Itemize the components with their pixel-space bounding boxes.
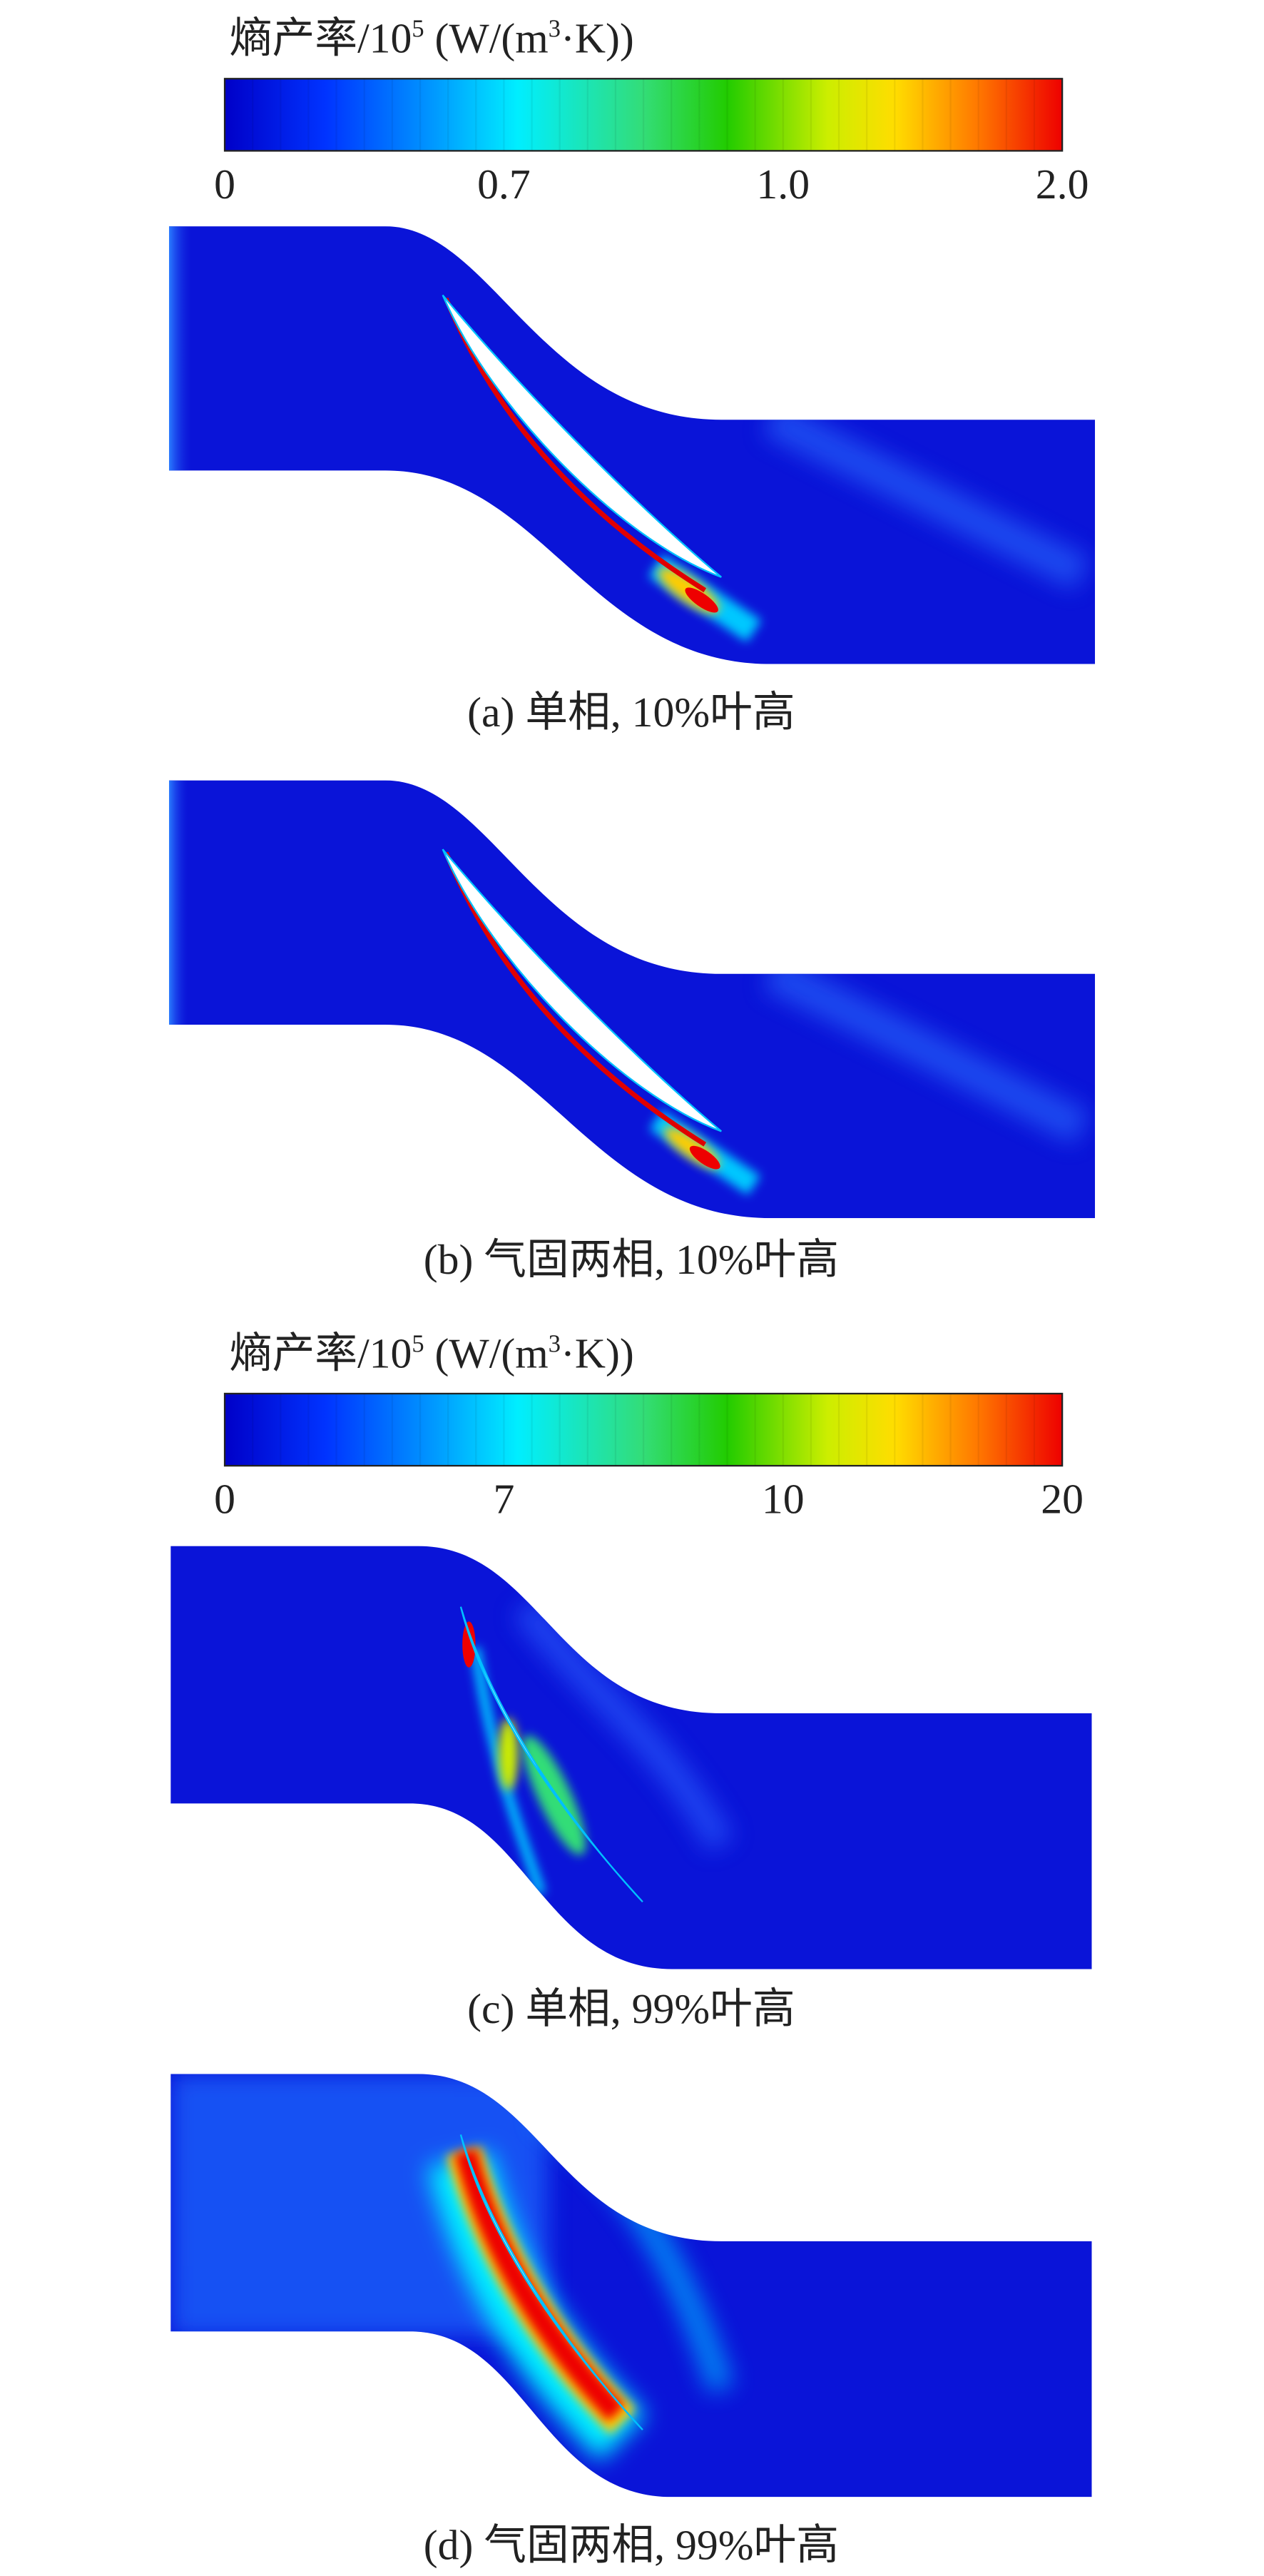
caption: (a) 单相, 10%叶高 [467, 689, 795, 736]
title-part: 5 [412, 1330, 424, 1357]
panel-b [168, 780, 1096, 1219]
title-part: 5 [412, 16, 424, 43]
title-part: (W/(m [424, 14, 549, 61]
caption: (c) 单相, 99%叶高 [467, 1985, 795, 2032]
colorbar-title: 熵产率/105 (W/(m3·K)) [230, 14, 634, 61]
title-part: (W/(m [424, 1329, 549, 1376]
colorbar: 熵产率/105 (W/(m3·K)) 0 7 10 20 [214, 1329, 1084, 1522]
title-part: 3 [549, 1330, 561, 1357]
colorbar-scale [223, 78, 1064, 152]
title-part: 熵产率/10 [230, 14, 412, 61]
colorbar-tick-label: 1.0 [756, 161, 810, 208]
colorbar-tick-label: 10 [762, 1476, 805, 1523]
title-part: 熵产率/10 [230, 1329, 412, 1376]
panel-d [170, 2074, 1092, 2498]
title-part: ·K)) [561, 1329, 634, 1376]
caption: (d) 气固两相, 99%叶高 [424, 2522, 839, 2569]
caption: (b) 气固两相, 10%叶高 [424, 1236, 839, 1283]
colorbar-tick-label: 0 [214, 161, 235, 208]
colorbar-tick-label: 20 [1041, 1476, 1084, 1523]
title-part: ·K)) [561, 14, 634, 61]
title-part: 3 [549, 16, 561, 43]
colorbar-title: 熵产率/105 (W/(m3·K)) [230, 1329, 634, 1376]
colorbar-tick-label: 0.7 [477, 161, 531, 208]
colorbar: 熵产率/105 (W/(m3·K)) 0 0.7 1.0 2.0 [214, 14, 1089, 207]
colorbar-tick-label: 0 [214, 1476, 235, 1523]
panel-a [168, 226, 1096, 664]
panel-c [170, 1546, 1092, 1969]
colorbar-tick-label: 2.0 [1036, 161, 1089, 208]
colorbar-scale [223, 1392, 1064, 1467]
colorbar-tick-label: 7 [493, 1476, 514, 1523]
